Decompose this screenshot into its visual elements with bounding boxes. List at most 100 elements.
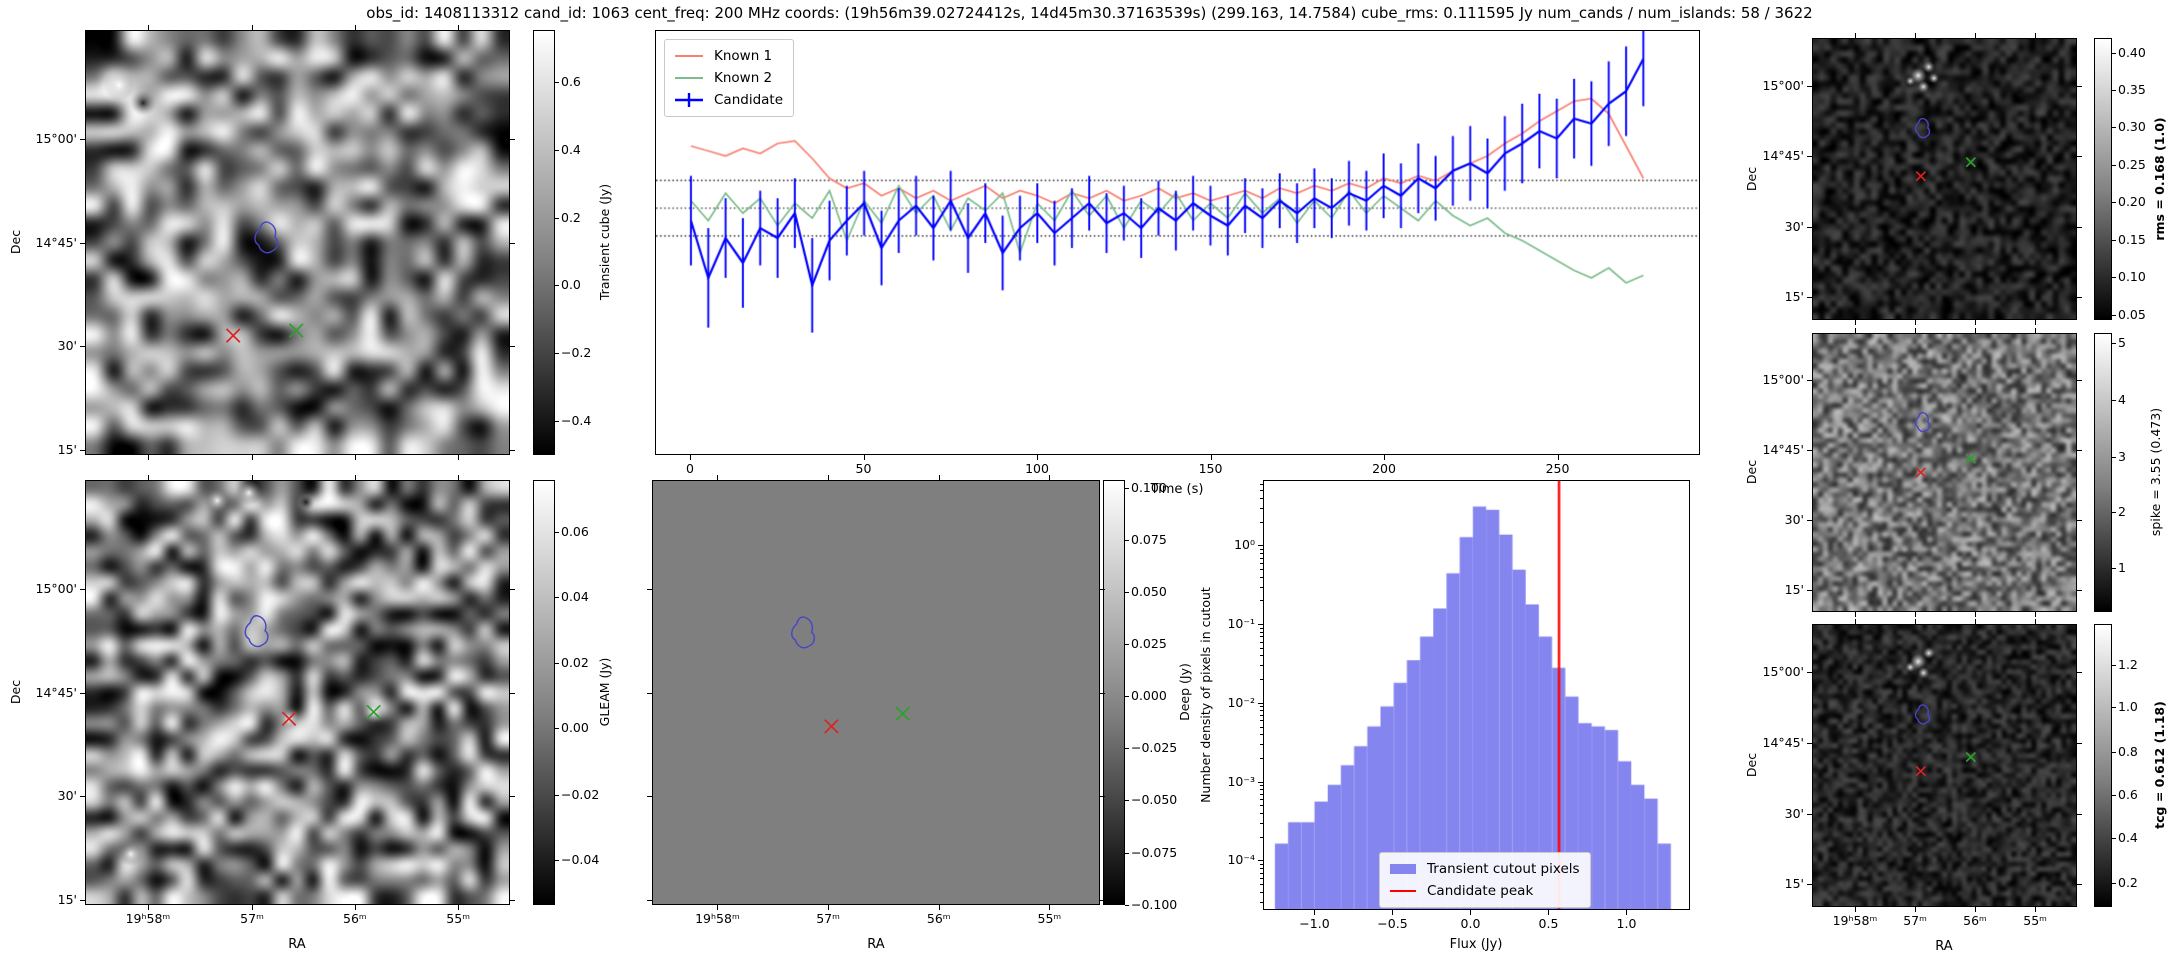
tick-mark bbox=[1260, 789, 1263, 791]
tick-mark bbox=[1260, 569, 1263, 571]
ra-tick-label: 57ᵐ bbox=[816, 911, 840, 926]
ra-tick-label: 55ᵐ bbox=[2023, 913, 2047, 928]
tick-mark bbox=[1314, 910, 1316, 915]
colorbar-tick-label: 3 bbox=[2118, 448, 2126, 464]
tick-mark bbox=[510, 588, 515, 590]
gleam-overlay bbox=[86, 481, 381, 726]
tick-mark bbox=[1125, 905, 1129, 906]
density-tick-label: 10⁻¹ bbox=[1227, 615, 1255, 631]
transient-cube-overlay bbox=[225, 31, 304, 343]
colorbar-deep bbox=[1103, 480, 1125, 905]
dec-tick-label: 15' bbox=[57, 441, 77, 457]
dec-axis-label: Dec bbox=[1743, 459, 1759, 485]
colorbar-tick-label: 0.20 bbox=[2118, 193, 2146, 209]
peak-line-icon bbox=[1390, 890, 1416, 892]
green-cross-marker-icon bbox=[288, 323, 304, 338]
tick-mark bbox=[1260, 586, 1263, 588]
colorbar-label-transient: Transient cube (Jy) bbox=[596, 183, 612, 301]
tick-mark bbox=[828, 905, 830, 910]
colorbar-spike bbox=[2094, 333, 2112, 612]
dec-tick-label: 15°00' bbox=[1762, 77, 1805, 93]
tick-mark bbox=[510, 138, 515, 140]
ra-tick-label: 56ᵐ bbox=[343, 911, 367, 926]
tick-mark bbox=[147, 905, 149, 910]
tick-mark bbox=[555, 285, 559, 286]
tick-mark bbox=[690, 455, 691, 460]
tick-mark bbox=[2112, 794, 2116, 796]
tick-mark bbox=[354, 475, 356, 480]
time-axis-label: Time (s) bbox=[1150, 482, 1204, 497]
colorbar-tick-label: 0.4 bbox=[561, 141, 581, 157]
tick-mark bbox=[354, 905, 356, 910]
tick-mark bbox=[1258, 860, 1263, 862]
tick-mark bbox=[1260, 805, 1263, 807]
tick-mark bbox=[2077, 380, 2082, 382]
dec-tick-label: 30' bbox=[1784, 511, 1804, 527]
island-contour-icon bbox=[1915, 705, 1929, 724]
ra-tick-label: 19ʰ58ᵐ bbox=[125, 911, 171, 926]
green-cross-marker-icon bbox=[1965, 751, 1976, 763]
tick-mark bbox=[2077, 742, 2082, 744]
tick-mark bbox=[80, 449, 85, 451]
tick-mark bbox=[1125, 488, 1129, 490]
colorbar-tick-label: 0.2 bbox=[2118, 874, 2138, 890]
tick-mark bbox=[1807, 226, 1812, 228]
tick-mark bbox=[2077, 884, 2082, 886]
red-cross-marker-icon bbox=[281, 711, 297, 726]
ra-tick-label: 19ʰ58ᵐ bbox=[1832, 913, 1878, 928]
colorbar-tick-label: 0.10 bbox=[2118, 268, 2146, 284]
tick-mark bbox=[147, 25, 149, 30]
colorbar-tick-label: 0.06 bbox=[561, 523, 589, 539]
colorbar-tick-label: −0.02 bbox=[561, 786, 600, 802]
ra-axis-label: RA bbox=[288, 937, 306, 952]
tick-mark bbox=[1260, 507, 1263, 509]
colorbar-label-tcg: tcg = 0.612 (1.18) bbox=[2151, 701, 2167, 829]
deep-overlay bbox=[653, 481, 911, 734]
lightcurve-legend: Known 1 Known 2 Candidate bbox=[664, 39, 795, 117]
panel-spike bbox=[1812, 333, 2077, 612]
legend-label: Transient cutout pixels bbox=[1427, 861, 1580, 877]
tick-mark bbox=[2077, 226, 2082, 228]
tick-mark bbox=[2077, 813, 2082, 815]
spike-image bbox=[1813, 334, 2076, 611]
tick-mark bbox=[555, 353, 559, 354]
tick-mark bbox=[1260, 562, 1263, 564]
tick-mark bbox=[1049, 905, 1051, 910]
tick-mark bbox=[2112, 665, 2116, 667]
dec-tick-label: 14°45' bbox=[1762, 441, 1805, 457]
panel-gleam bbox=[85, 480, 510, 905]
colorbar-tick-label: 0.30 bbox=[2118, 118, 2146, 134]
tick-mark bbox=[2035, 907, 2037, 912]
tick-mark bbox=[1037, 455, 1038, 460]
tick-mark bbox=[2112, 202, 2116, 204]
dec-tick-label: 30' bbox=[1784, 218, 1804, 234]
colorbar-rms bbox=[2094, 38, 2112, 320]
tick-mark bbox=[1392, 910, 1394, 915]
tick-mark bbox=[1260, 863, 1263, 865]
panel-histogram: Transient cutout pixels Candidate peak bbox=[1263, 480, 1690, 910]
tick-mark bbox=[1260, 836, 1263, 838]
tick-mark bbox=[1260, 710, 1263, 712]
tick-mark bbox=[1260, 877, 1263, 879]
tick-mark bbox=[80, 588, 85, 590]
tick-mark bbox=[510, 346, 515, 348]
legend-item-candidate-peak: Candidate peak bbox=[1388, 880, 1580, 902]
tick-mark bbox=[2077, 85, 2082, 87]
tick-mark bbox=[1974, 907, 1976, 912]
histogram-y-axis-label: Number density of pixels in cutout bbox=[1197, 587, 1213, 803]
tick-mark bbox=[2112, 89, 2116, 91]
panel-deep bbox=[652, 480, 1100, 905]
tick-mark bbox=[1260, 822, 1263, 824]
colorbar-tick-label: 0.100 bbox=[1131, 479, 1167, 495]
tick-mark bbox=[1915, 612, 1917, 617]
tick-mark bbox=[1260, 715, 1263, 717]
flux-tick-label: 0.5 bbox=[1538, 916, 1559, 931]
dec-tick-label: 15°00' bbox=[35, 130, 78, 146]
panel-lightcurve: Known 1 Known 2 Candidate bbox=[655, 30, 1700, 455]
colorbar-tick-label: 0.02 bbox=[561, 654, 589, 670]
tick-mark bbox=[1854, 33, 1856, 38]
tick-mark bbox=[1260, 636, 1263, 638]
colorbar-label-spike: spike = 3.55 (0.473) bbox=[2147, 407, 2163, 537]
tick-mark bbox=[1260, 557, 1263, 559]
